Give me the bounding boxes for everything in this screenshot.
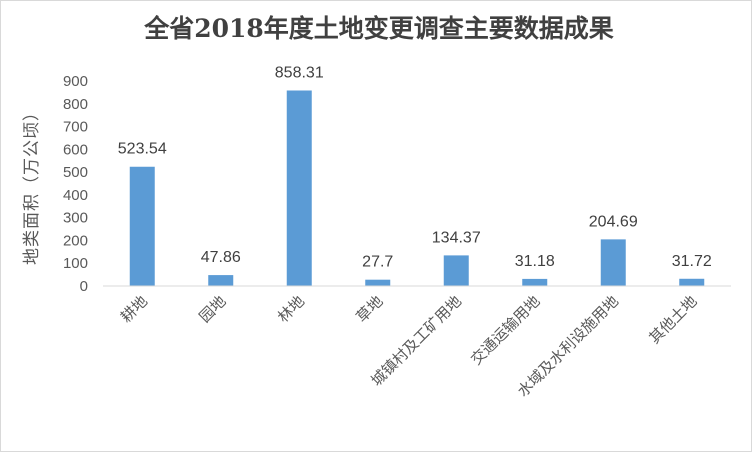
- category-label: 草地: [353, 292, 387, 326]
- data-label: 47.86: [201, 249, 241, 266]
- data-label: 523.54: [118, 141, 167, 158]
- bar: [208, 275, 234, 286]
- bar: [522, 278, 548, 286]
- data-label: 31.72: [672, 253, 712, 270]
- data-label: 27.7: [362, 254, 393, 271]
- y-tick-label: 700: [63, 119, 88, 136]
- y-axis-label: 地类面积（万公顷）: [22, 103, 42, 265]
- data-labels: 523.54 47.86 858.31 27.7 134.37 31.18 204.69 31…: [118, 64, 712, 270]
- y-tick-label: 600: [63, 141, 88, 158]
- category-label: 交通运输用地: [467, 292, 543, 368]
- bar: [679, 278, 705, 286]
- bar: [286, 90, 312, 286]
- y-tick-label: 900: [63, 73, 88, 90]
- category-label: 耕地: [117, 292, 151, 326]
- category-label: 园地: [196, 292, 230, 326]
- category-label: 其他土地: [645, 292, 700, 347]
- chart-title: 全省2018年度土地变更调查主要数据成果: [143, 14, 614, 43]
- bar: [129, 166, 155, 286]
- data-label: 134.37: [432, 229, 481, 246]
- y-tick-label: 0: [80, 278, 88, 295]
- y-tick-label: 200: [63, 232, 88, 249]
- y-tick-label: 100: [63, 255, 88, 272]
- data-label: 204.69: [589, 213, 638, 230]
- bar: [600, 239, 626, 286]
- y-tick-label: 400: [63, 187, 88, 204]
- category-label: 林地: [274, 292, 308, 326]
- y-tick-label: 800: [63, 96, 88, 113]
- y-tick-label: 500: [63, 164, 88, 181]
- bars: [129, 90, 705, 286]
- bar: [365, 279, 391, 286]
- data-label: 31.18: [515, 253, 555, 270]
- y-tick-label: 300: [63, 210, 88, 227]
- data-label: 858.31: [275, 64, 324, 81]
- y-axis-ticks: 0 100 200 300 400 500 600 700 800 900: [63, 73, 88, 295]
- bar: [443, 255, 469, 286]
